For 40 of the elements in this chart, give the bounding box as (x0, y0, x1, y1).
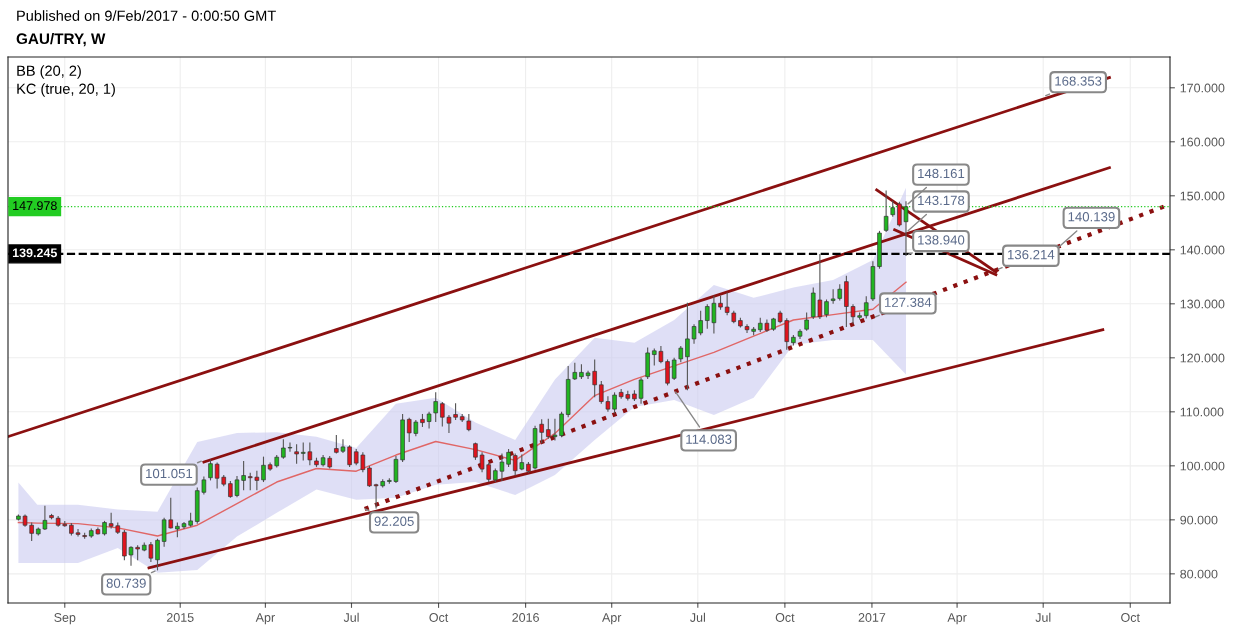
annotation: 140.139 (1068, 212, 1115, 222)
y-tick-label: 120.000 (1180, 353, 1225, 363)
ref-line-label: 147.978 (13, 201, 57, 211)
annotation: 92.205 (374, 516, 414, 526)
x-tick-label: 2015 (166, 613, 194, 622)
annotation: 101.051 (146, 468, 193, 479)
y-tick-label: 160.000 (1180, 137, 1225, 147)
x-tick-label: Jul (690, 612, 705, 622)
y-tick-label: 140.000 (1180, 245, 1225, 255)
x-tick-label: 2017 (858, 613, 886, 622)
chart-title: GAU/TRY, W (16, 32, 106, 47)
x-tick-label: Jul (343, 612, 359, 622)
annotation: 136.214 (1008, 249, 1055, 260)
y-tick-label: 80.000 (1180, 569, 1218, 579)
annotation: 114.083 (686, 434, 732, 444)
x-tick-label: Apr (255, 613, 275, 625)
x-tick-label: Apr (947, 613, 967, 625)
annotation: KC (true, 20, 1) (17, 83, 115, 97)
y-tick-label: 100.000 (1180, 461, 1225, 471)
y-tick-label: 130.000 (1180, 299, 1225, 309)
x-tick-label: Oct (429, 613, 449, 622)
annotation: 148.161 (918, 168, 965, 179)
y-tick-label: 90.000 (1180, 515, 1218, 525)
y-tick-label: 110.000 (1180, 407, 1224, 417)
annotation: 80.739 (106, 578, 146, 588)
annotation: 168.353 (1055, 76, 1102, 86)
y-tick-label: 170.000 (1180, 83, 1225, 93)
x-tick-label: Oct (775, 613, 795, 622)
text: Published on 9/Feb/2017 - 0:00:50 GMT (17, 10, 276, 21)
annotation: BB (20, 2) (17, 65, 81, 79)
annotation: 127.384 (884, 297, 932, 307)
x-tick-label: 2016 (512, 613, 539, 622)
x-tick-label: Apr (602, 613, 622, 625)
x-tick-label: Sep (54, 613, 76, 625)
x-tick-label: Jul (1035, 612, 1051, 622)
annotation: 138.940 (918, 235, 965, 245)
y-tick-label: 150.000 (1180, 191, 1225, 201)
annotation: 143.178 (918, 195, 965, 206)
ref-line-label: 139.245 (12, 248, 57, 258)
x-tick-label: Oct (1121, 613, 1140, 622)
